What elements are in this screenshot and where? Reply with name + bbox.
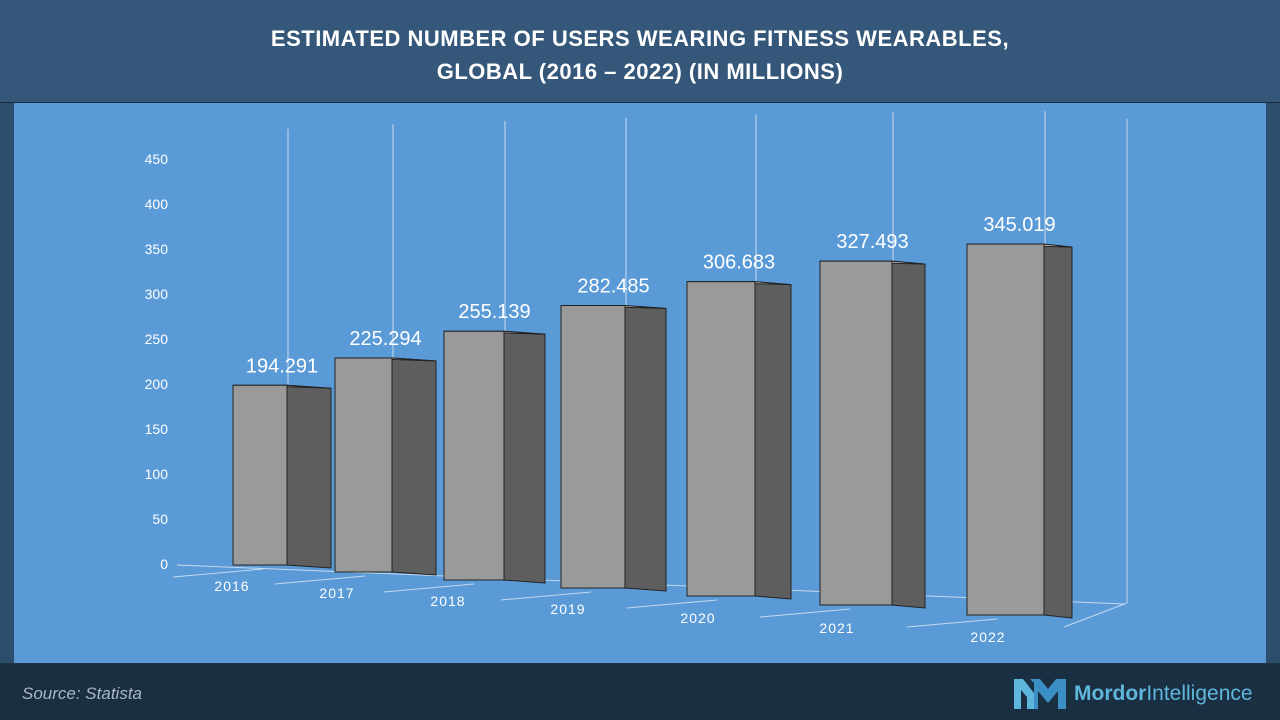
source-note: Source: Statista	[22, 684, 143, 703]
x-tick-label: 2016	[214, 578, 249, 594]
bar-side-face	[624, 304, 667, 592]
y-tick-label: 250	[145, 331, 169, 347]
floor-segment	[759, 608, 851, 618]
bar-side-face	[286, 384, 332, 569]
brand-name-bold: Mordor	[1074, 682, 1147, 705]
right-border	[1266, 103, 1280, 663]
y-tick-label: 300	[145, 286, 169, 302]
data-label: 194.291	[246, 355, 318, 377]
floor-segment	[274, 575, 366, 585]
bar-side-face	[754, 281, 792, 600]
brand-name: MordorIntelligence	[1074, 682, 1253, 706]
left-border	[0, 103, 14, 663]
mordor-logo-icon	[1014, 679, 1066, 709]
data-label: 225.294	[349, 328, 421, 350]
bar	[819, 260, 893, 606]
plot-area: 0 50 100 150 200 250 300 350 400 450 194.291 2016 22…	[14, 103, 1266, 663]
brand-name-light: Intelligence	[1146, 682, 1253, 705]
bar-side-face	[503, 330, 546, 584]
bar-side-face	[1043, 243, 1073, 619]
y-tick-label: 450	[145, 151, 169, 167]
bar	[443, 330, 505, 581]
data-label: 327.493	[836, 231, 908, 253]
x-tick-label: 2017	[319, 585, 354, 601]
y-tick-label: 100	[145, 466, 169, 482]
bar-chart: 0 50 100 150 200 250 300 350 400 450 194.291 2016 22…	[145, 111, 1128, 645]
floor-segment	[172, 568, 264, 578]
floor-edge-line	[1063, 602, 1128, 628]
bar-side-face	[391, 357, 437, 576]
x-tick-label: 2020	[680, 610, 715, 626]
floor-segment	[500, 591, 592, 601]
bar	[686, 281, 756, 597]
data-label: 282.485	[577, 276, 649, 298]
data-label: 306.683	[703, 252, 775, 274]
x-tick-label: 2022	[970, 629, 1005, 645]
y-tick-label: 150	[145, 421, 169, 437]
y-tick-label: 400	[145, 196, 169, 212]
bar	[560, 305, 626, 589]
data-label: 255.139	[458, 301, 530, 323]
chart-title-line-1: ESTIMATED NUMBER OF USERS WEARING FITNES…	[270, 26, 1010, 51]
x-tick-label: 2019	[550, 601, 585, 617]
bar-side-face	[891, 260, 926, 609]
bar	[966, 243, 1045, 616]
y-tick-label: 200	[145, 376, 169, 392]
y-tick-label: 0	[160, 556, 168, 572]
title-banner: ESTIMATED NUMBER OF USERS WEARING FITNES…	[0, 0, 1280, 103]
floor-segment	[383, 583, 475, 593]
x-tick-label: 2021	[819, 620, 854, 636]
floor-segment	[626, 599, 718, 609]
y-tick-label: 350	[145, 241, 169, 257]
bar	[232, 384, 288, 566]
chart-title-line-2: GLOBAL (2016 – 2022) (IN MILLIONS)	[436, 59, 844, 84]
floor-segment	[906, 618, 998, 628]
data-label: 345.019	[983, 214, 1055, 236]
bar	[334, 357, 393, 573]
x-tick-label: 2018	[430, 593, 465, 609]
chart-title: ESTIMATED NUMBER OF USERS WEARING FITNES…	[0, 22, 1280, 88]
y-tick-label: 50	[152, 511, 168, 527]
footer-bar	[0, 664, 1280, 720]
brand-logo: MordorIntelligence	[1014, 678, 1253, 710]
